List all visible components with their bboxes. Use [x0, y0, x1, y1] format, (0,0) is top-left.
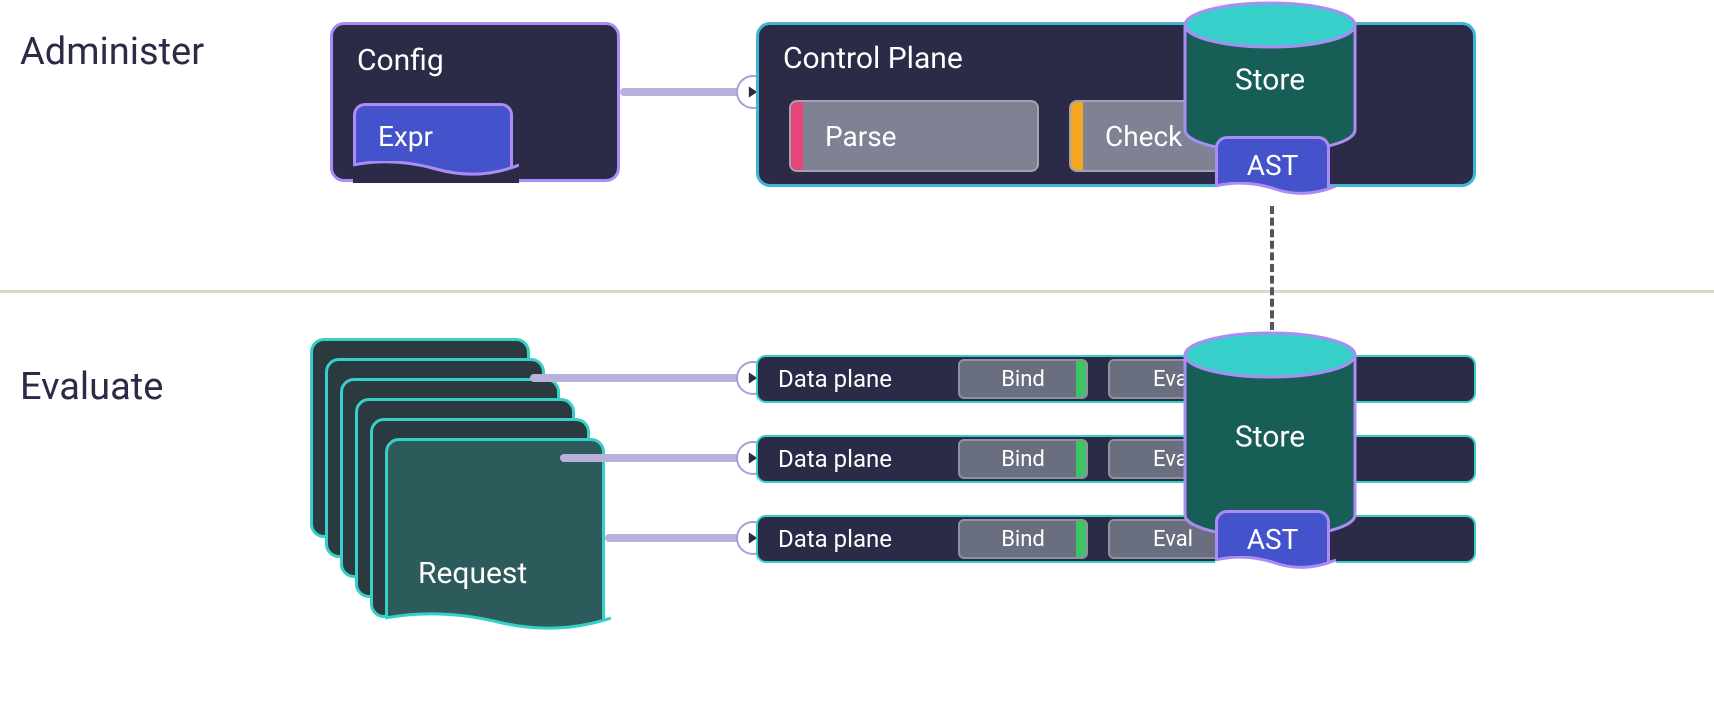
ast-flag-top: AST: [1215, 136, 1330, 202]
dp-title: Data plane: [778, 365, 892, 393]
expr-label: Expr: [378, 120, 433, 153]
diagram-canvas: Administer Evaluate Config Expr Control …: [0, 0, 1714, 705]
pill-bind: Bind: [958, 519, 1088, 559]
section-label-admin: Administer: [20, 30, 204, 74]
dp-title: Data plane: [778, 445, 892, 473]
expr-flag: Expr: [353, 103, 513, 183]
pill-accent: [1076, 361, 1086, 397]
request-card-front: Request: [385, 438, 605, 638]
pill-accent: [1076, 521, 1086, 557]
pill-bind-label: Bind: [1001, 527, 1045, 552]
section-divider: [0, 290, 1714, 293]
data-plane-row: Data plane Bind Eval: [756, 355, 1476, 403]
ast-top-label: AST: [1218, 139, 1327, 182]
ast-bottom-label: AST: [1218, 513, 1327, 556]
data-plane-row: Data plane Bind Eval: [756, 435, 1476, 483]
pill-accent: [1076, 441, 1086, 477]
control-plane-title: Control Plane: [783, 41, 963, 76]
store-bottom-label: Store: [1180, 419, 1360, 454]
data-plane-row: Data plane Bind Eval: [756, 515, 1476, 563]
connector-dp-3: [605, 534, 756, 542]
stage-parse-label: Parse: [825, 120, 897, 153]
config-title: Config: [357, 43, 444, 78]
stage-parse: Parse: [789, 100, 1039, 172]
connector-dp-1: [530, 374, 756, 382]
config-box: Config Expr: [330, 22, 620, 182]
section-label-eval: Evaluate: [20, 365, 163, 409]
request-title: Request: [418, 556, 527, 591]
pill-bind-label: Bind: [1001, 367, 1045, 392]
pill-bind: Bind: [958, 439, 1088, 479]
stage-check-label: Check: [1105, 120, 1182, 153]
dashed-connector: [1270, 206, 1274, 330]
connector-dp-2: [560, 454, 756, 462]
store-cylinder-bottom: Store: [1180, 330, 1360, 540]
dp-title: Data plane: [778, 525, 892, 553]
ast-flag-bottom: AST: [1215, 510, 1330, 576]
control-plane-box: Control Plane Parse Check: [756, 22, 1476, 187]
pill-bind-label: Bind: [1001, 447, 1045, 472]
pill-bind: Bind: [958, 359, 1088, 399]
store-cylinder-top: Store: [1180, 0, 1360, 155]
check-accent: [1071, 102, 1083, 170]
store-top-label: Store: [1180, 62, 1360, 97]
parse-accent: [791, 102, 803, 170]
